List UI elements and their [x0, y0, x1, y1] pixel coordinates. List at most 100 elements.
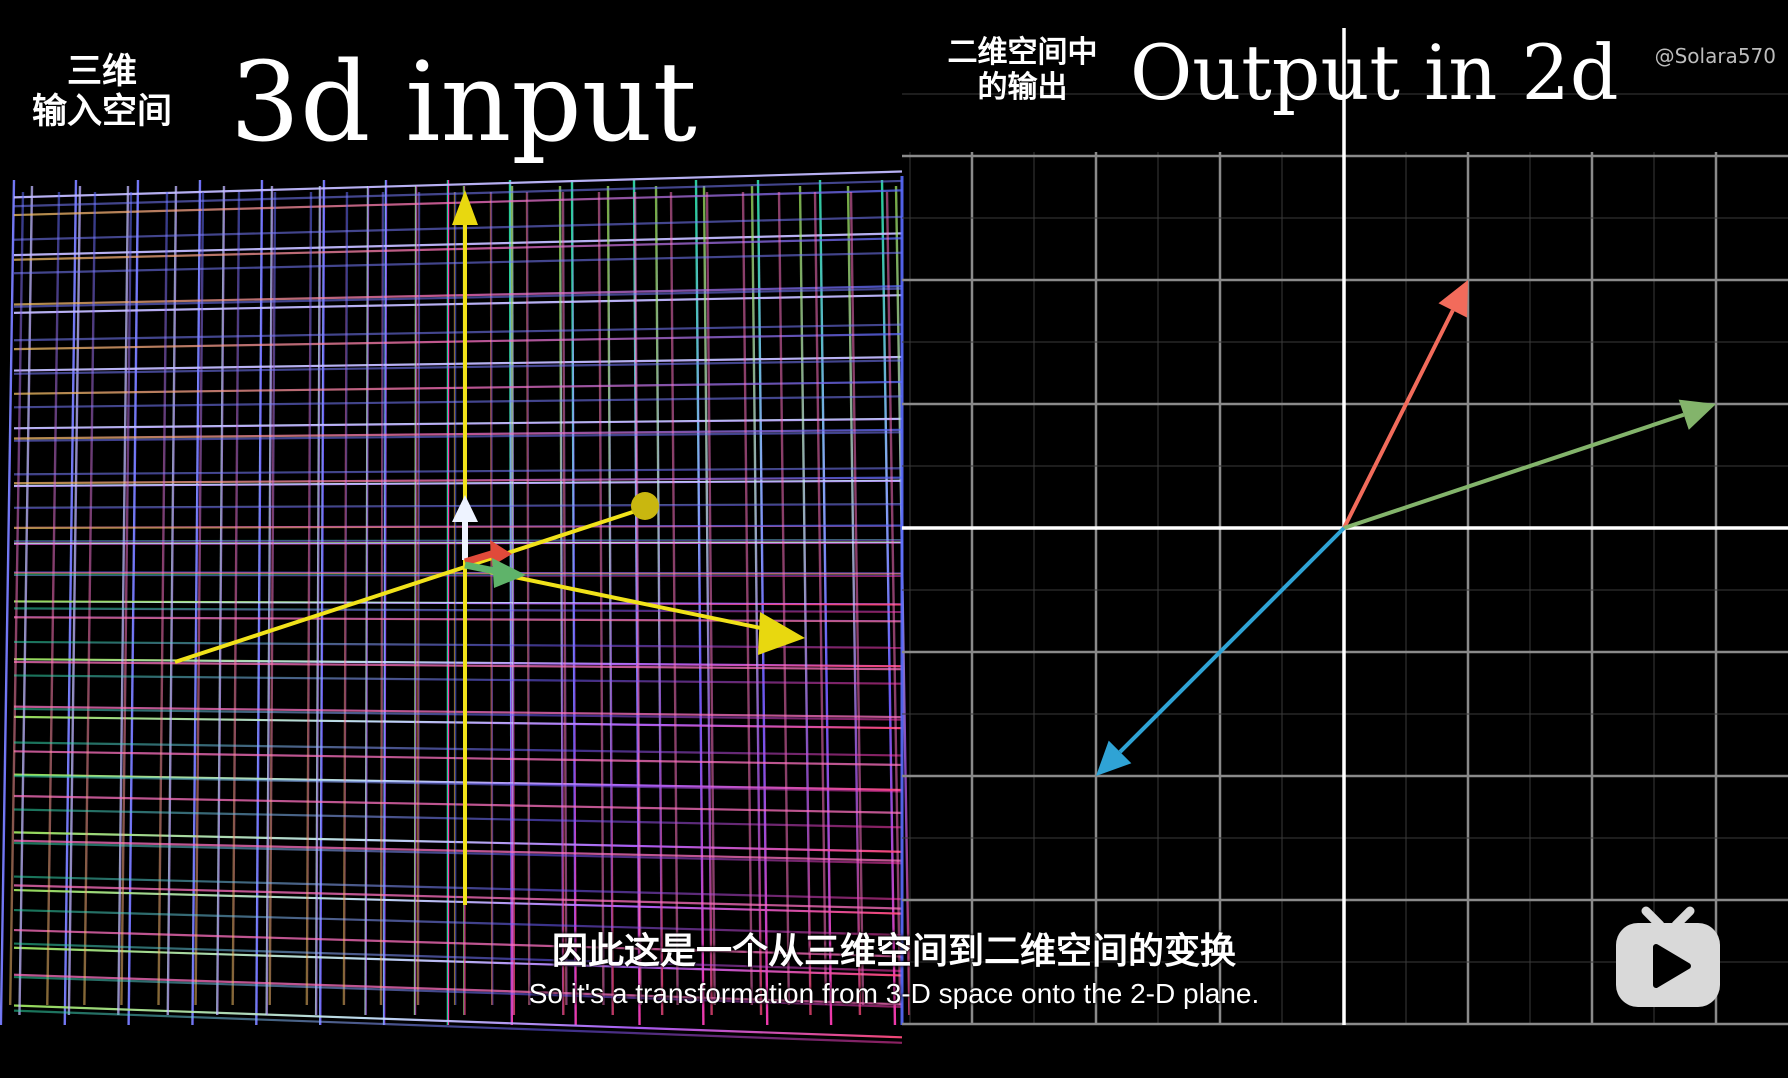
grid-line-horizontal	[13, 479, 903, 488]
k-hat-output	[1118, 526, 1346, 754]
grid-line-horizontal	[13, 503, 903, 509]
j-hat-output-head	[1678, 399, 1716, 430]
grid-line-vertical	[597, 191, 605, 1006]
bilibili-tv-play-icon[interactable]	[1612, 905, 1724, 1011]
grid-line-horizontal	[13, 741, 903, 757]
grid-line-horizontal	[13, 888, 903, 915]
grid-line-horizontal	[13, 808, 903, 829]
grid-line-horizontal	[13, 773, 903, 792]
channel-watermark: @Solara570	[1654, 44, 1776, 68]
grid-line-vertical	[117, 185, 130, 1016]
grid-line-horizontal	[13, 355, 903, 372]
grid-line-vertical	[268, 191, 277, 1006]
grid-line-vertical	[379, 191, 385, 1006]
grid-line-horizontal	[13, 189, 903, 217]
grid-line-horizontal	[13, 607, 903, 613]
grid-line-horizontal	[13, 774, 903, 793]
grid-line-vertical	[885, 191, 902, 1006]
grid-line-vertical	[305, 191, 313, 1006]
right-title-english: Output in 2d	[1130, 28, 1619, 117]
x-axis	[489, 570, 781, 634]
grid-line-vertical	[702, 185, 713, 1016]
y-axis-arrowhead	[631, 492, 659, 520]
grid-line-vertical	[489, 191, 494, 1006]
grid-line-vertical	[342, 191, 349, 1006]
grid-line-vertical	[314, 185, 322, 1016]
grid-line-vertical	[606, 185, 614, 1016]
grid-line-vertical	[416, 191, 421, 1006]
i-hat-output-head	[1438, 280, 1468, 318]
left-title-english: 3d input	[230, 38, 697, 166]
grid-line-horizontal	[13, 332, 903, 351]
3d-input-grid	[0, 170, 911, 1044]
x-axis-arrowhead	[758, 612, 805, 655]
grid-line-horizontal	[13, 975, 903, 1008]
grid-line-horizontal	[13, 839, 903, 862]
grid-line-vertical	[777, 191, 791, 1006]
right-title-cn-line1: 二维空间中	[947, 35, 1098, 70]
grid-line-vertical	[669, 191, 679, 1006]
grid-line-horizontal	[13, 467, 903, 476]
grid-line-horizontal	[13, 573, 903, 578]
grid-line-horizontal	[13, 476, 903, 485]
grid-line-vertical	[510, 185, 516, 1016]
grid-line-horizontal	[13, 875, 903, 901]
grid-line-horizontal	[13, 707, 903, 721]
grid-line-horizontal	[13, 323, 903, 342]
2d-output-vectors	[1096, 280, 1716, 776]
grid-line-horizontal	[13, 884, 903, 910]
j-hat-output	[1343, 412, 1685, 530]
grid-line-horizontal	[13, 973, 903, 1006]
grid-line-vertical	[8, 191, 25, 1006]
z-axis-arrowhead	[452, 190, 478, 225]
grid-line-vertical	[741, 191, 753, 1006]
grid-line-horizontal	[13, 942, 903, 973]
grid-line-vertical	[818, 179, 833, 1026]
grid-line-horizontal	[13, 841, 903, 865]
grid-line-horizontal	[13, 794, 903, 814]
basis-vector-k-head	[452, 495, 478, 522]
basis-vector-j-head	[492, 558, 526, 588]
grid-line-horizontal	[13, 908, 903, 937]
grid-line-horizontal	[13, 232, 903, 257]
grid-line-vertical	[83, 191, 97, 1006]
grid-line-horizontal	[13, 928, 903, 958]
grid-line-horizontal	[13, 1009, 903, 1044]
grid-line-horizontal	[13, 705, 903, 719]
grid-line-horizontal	[13, 251, 903, 275]
grid-line-vertical	[849, 191, 865, 1006]
grid-line-horizontal	[13, 428, 903, 440]
grid-line-horizontal	[13, 395, 903, 409]
grid-line-horizontal	[13, 600, 903, 606]
grid-line-horizontal	[13, 946, 903, 977]
grid-line-vertical	[265, 185, 274, 1016]
grid-line-vertical	[694, 179, 705, 1026]
grid-line-horizontal	[13, 285, 903, 306]
grid-line-vertical	[194, 191, 205, 1006]
left-title-cn-line1: 三维	[66, 52, 137, 92]
grid-line-vertical	[0, 179, 16, 1026]
grid-line-horizontal	[13, 417, 903, 430]
grid-line-vertical	[525, 191, 531, 1006]
grid-line-vertical	[750, 185, 763, 1016]
grid-line-vertical	[654, 185, 664, 1016]
grid-line-horizontal	[13, 1004, 903, 1039]
basis-vector-i-head	[490, 540, 512, 566]
grid-line-horizontal	[13, 215, 903, 241]
grid-line-horizontal	[13, 831, 903, 853]
grid-line-vertical	[216, 185, 226, 1016]
left-title-cn-line2: 输入空间	[31, 92, 172, 133]
grid-line-vertical	[813, 191, 828, 1006]
grid-line-horizontal	[13, 380, 903, 395]
subtitle-english: So it's a transformation from 3-D space …	[528, 978, 1260, 1009]
grid-line-vertical	[846, 185, 862, 1016]
grid-line-horizontal	[13, 640, 903, 649]
k-hat-output-head	[1096, 740, 1132, 776]
grid-line-horizontal	[13, 571, 903, 575]
right-title-chinese: 二维空间中 的输出	[930, 35, 1115, 105]
grid-line-horizontal	[13, 359, 903, 375]
3d-axes	[174, 190, 805, 905]
right-title-cn-line2: 的输出	[977, 69, 1068, 105]
